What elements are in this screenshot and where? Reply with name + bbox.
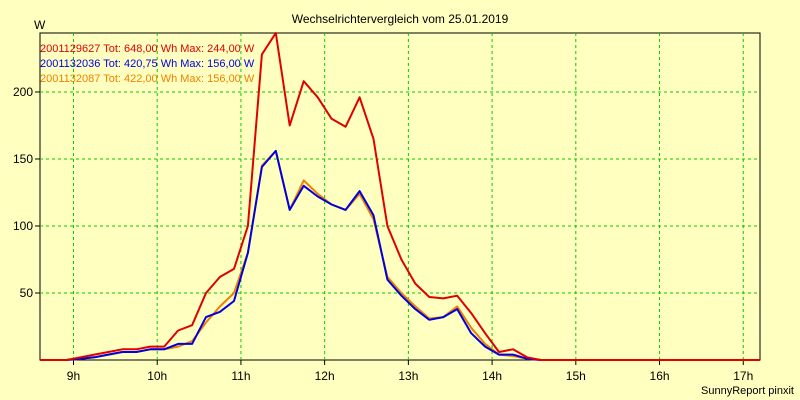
grid [40, 33, 760, 360]
chart-title: Wechselrichtervergleich vom 25.01.2019 [291, 12, 509, 26]
x-tick-label: 10h [147, 369, 167, 383]
series-line-2001129627 [40, 32, 760, 361]
axes: 50 100 150 200 9h 10h 11h 12h 13h 14h 15h 16h 17h [13, 85, 753, 383]
y-axis-unit: W [34, 18, 46, 32]
legend: 2001129627 Tot: 648,00 Wh Max: 244,00 W … [40, 42, 254, 87]
legend-item-series-1: 2001129627 Tot: 648,00 Wh Max: 244,00 W [40, 43, 255, 55]
x-tick-label: 16h [650, 369, 670, 383]
legend-item-series-2: 2001132036 Tot: 420,75 Wh Max: 156,00 W [40, 58, 255, 70]
x-tick-label: 12h [315, 369, 335, 383]
footer-credit: SunnyReport pinxit [701, 385, 794, 397]
series-lines [40, 32, 760, 361]
x-tick-label: 13h [398, 369, 418, 383]
y-tick-label: 150 [13, 152, 33, 166]
y-tick-label: 200 [13, 85, 33, 99]
plot-area [39, 32, 761, 361]
x-tick-label: 15h [566, 369, 586, 383]
y-tick-label: 100 [13, 219, 33, 233]
legend-item-series-3: 2001132087 Tot: 422,00 Wh Max: 156,00 W [40, 73, 255, 85]
y-tick-label: 50 [20, 286, 34, 300]
x-tick-label: 17h [733, 369, 753, 383]
x-tick-label: 11h [231, 369, 250, 383]
x-tick-label: 14h [482, 369, 502, 383]
x-tick-label: 9h [67, 369, 80, 383]
